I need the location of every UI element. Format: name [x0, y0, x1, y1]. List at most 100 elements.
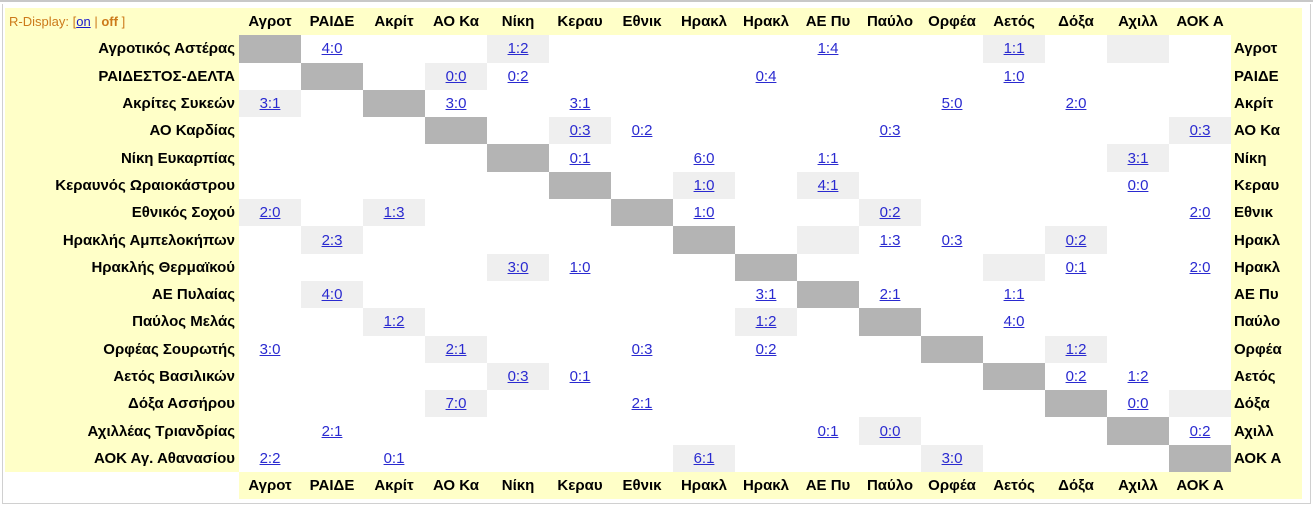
result-cell	[983, 199, 1045, 227]
score-link[interactable]: 0:1	[569, 368, 591, 385]
score-link[interactable]: 1:0	[693, 204, 715, 222]
score-link[interactable]: 0:3	[569, 122, 591, 140]
score-link[interactable]: 3:1	[755, 286, 777, 304]
score-link[interactable]: 0:2	[507, 67, 529, 85]
diagonal-cell	[239, 35, 301, 63]
score-link[interactable]: 1:2	[755, 313, 777, 331]
score-link[interactable]: 1:1	[1003, 40, 1025, 58]
score-link[interactable]: 1:0	[693, 176, 715, 194]
score-link[interactable]: 2:0	[259, 204, 281, 222]
score-link[interactable]: 1:0	[569, 258, 591, 276]
score-link[interactable]: 0:2	[1065, 368, 1087, 385]
result-cell	[921, 253, 983, 281]
footer-row: Αγροτ ΡΑΙΔΕ Ακρίτ ΑΟ Κα Νίκη Κεραυ Εθνικ Ηρακλ Η…	[5, 472, 1302, 500]
score-link[interactable]: 1:2	[383, 313, 405, 331]
table-row: ΑΕ Πυλαίας 4:0 3:1 2:1 1:1 ΑΕ Πυ	[5, 280, 1302, 309]
score-link[interactable]: 1:2	[1127, 368, 1149, 385]
score-link[interactable]: 3:0	[941, 449, 963, 467]
score-link[interactable]: 0:0	[1127, 395, 1149, 413]
score-link[interactable]: 0:0	[879, 422, 901, 440]
result-cell: 2:1	[859, 280, 921, 309]
result-cell	[859, 171, 921, 200]
score-link[interactable]: 2:0	[1189, 204, 1211, 222]
score-link[interactable]: 2:1	[445, 340, 467, 358]
score-link[interactable]: 0:3	[631, 340, 653, 358]
result-cell	[425, 362, 487, 391]
score-link[interactable]: 5:0	[941, 95, 963, 113]
score-link[interactable]: 0:1	[817, 422, 839, 440]
score-link[interactable]: 2:3	[321, 231, 343, 249]
result-cell	[425, 308, 487, 336]
score-link[interactable]: 0:3	[941, 231, 963, 249]
result-cell	[983, 117, 1045, 145]
score-link[interactable]: 1:4	[817, 40, 839, 58]
score-link[interactable]: 1:2	[507, 40, 529, 58]
diagonal-cell	[797, 280, 859, 309]
score-link[interactable]: 0:1	[569, 149, 591, 167]
column-footer: Ηρακλ	[673, 472, 735, 500]
score-link[interactable]: 1:2	[1065, 340, 1087, 358]
score-link[interactable]: 4:0	[321, 40, 343, 58]
column-header: ΡΑΙΔΕ	[301, 8, 363, 36]
score-link[interactable]: 4:1	[817, 176, 839, 194]
score-link[interactable]: 0:3	[879, 122, 901, 140]
column-footer: Παύλο	[859, 472, 921, 500]
result-cell	[797, 444, 859, 473]
result-cell	[363, 417, 425, 445]
result-cell: 3:0	[487, 253, 549, 281]
score-link[interactable]: 2:0	[1189, 258, 1211, 276]
score-link[interactable]: 2:2	[259, 449, 281, 467]
team-short-name: ΑΟΚ Α	[1231, 444, 1302, 473]
result-cell	[859, 335, 921, 363]
score-link[interactable]: 0:1	[1065, 258, 1087, 276]
result-cell: 1:3	[363, 199, 425, 227]
table-row: Δόξα Ασσήρου 7:0 2:1 0:0 Δόξα	[5, 390, 1302, 418]
score-link[interactable]: 0:2	[755, 340, 777, 358]
score-link[interactable]: 0:3	[507, 368, 529, 385]
column-footer: Κεραυ	[549, 472, 611, 500]
result-cell: 0:3	[1169, 117, 1231, 145]
score-link[interactable]: 1:0	[1003, 67, 1025, 85]
result-cell	[363, 35, 425, 63]
score-link[interactable]: 6:1	[693, 449, 715, 467]
score-link[interactable]: 4:0	[321, 286, 343, 304]
score-link[interactable]: 0:2	[1065, 231, 1087, 249]
result-cell: 0:2	[735, 335, 797, 363]
table-row: ΡΑΙΔΕΣΤΟΣ-ΔΕΛΤΑ 0:0 0:2 0:4 1:0 ΡΑΙΔΕ	[5, 62, 1302, 90]
score-link[interactable]: 0:2	[1189, 422, 1211, 440]
score-link[interactable]: 3:1	[1127, 149, 1149, 167]
result-cell	[1169, 335, 1231, 363]
result-cell	[859, 444, 921, 473]
score-link[interactable]: 4:0	[1003, 313, 1025, 331]
score-link[interactable]: 2:1	[631, 395, 653, 413]
score-link[interactable]: 3:0	[445, 95, 467, 113]
score-link[interactable]: 7:0	[445, 395, 467, 413]
score-link[interactable]: 6:0	[693, 149, 715, 167]
result-cell	[1045, 280, 1107, 309]
score-link[interactable]: 0:0	[1127, 176, 1149, 194]
result-cell: 1:2	[487, 35, 549, 63]
score-link[interactable]: 3:0	[259, 340, 281, 358]
footer-spacer	[5, 472, 239, 500]
score-link[interactable]: 3:0	[507, 258, 529, 276]
result-cell: 0:0	[859, 417, 921, 445]
score-link[interactable]: 1:1	[1003, 286, 1025, 304]
score-link[interactable]: 0:2	[631, 122, 653, 140]
score-link[interactable]: 3:1	[569, 95, 591, 113]
score-link[interactable]: 2:1	[321, 422, 343, 440]
score-link[interactable]: 0:4	[755, 67, 777, 85]
score-link[interactable]: 0:1	[383, 449, 405, 467]
score-link[interactable]: 2:1	[879, 286, 901, 304]
result-cell: 2:2	[239, 444, 301, 473]
score-link[interactable]: 0:2	[879, 204, 901, 222]
score-link[interactable]: 0:3	[1189, 122, 1211, 140]
score-link[interactable]: 2:0	[1065, 95, 1087, 113]
result-cell	[983, 417, 1045, 445]
score-link[interactable]: 1:3	[383, 204, 405, 222]
score-link[interactable]: 3:1	[259, 95, 281, 113]
result-cell	[363, 335, 425, 363]
score-link[interactable]: 0:0	[445, 67, 467, 85]
score-link[interactable]: 1:3	[879, 231, 901, 249]
score-link[interactable]: 1:1	[817, 149, 839, 167]
r-display-on-link[interactable]: on	[76, 14, 91, 30]
